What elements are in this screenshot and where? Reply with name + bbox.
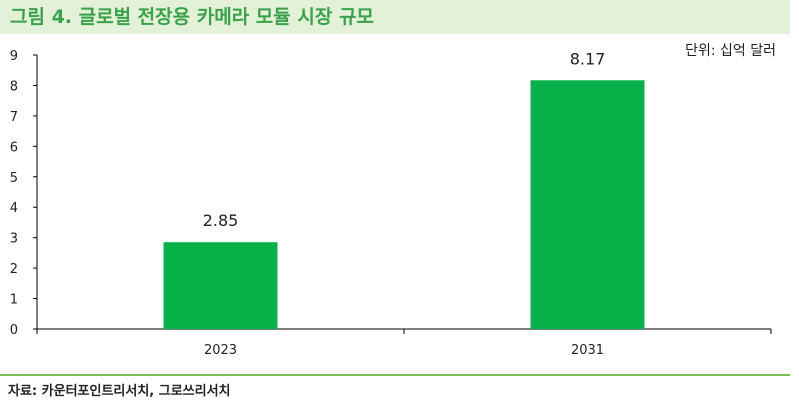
y-tick-label: 3 [10, 232, 18, 247]
title-banner: 그림 4. 글로벌 전장용 카메라 모듈 시장 규모 [0, 0, 790, 34]
y-tick-label: 8 [10, 79, 18, 94]
y-tick-label: 7 [10, 110, 18, 125]
x-tick-label: 2023 [204, 343, 237, 358]
y-tick-label: 9 [10, 49, 18, 64]
data-label: 8.17 [570, 49, 606, 68]
source-note: 자료: 카운터포인트리서치, 그로쓰리서치 [8, 384, 231, 399]
x-tick-label: 2031 [571, 343, 604, 358]
y-tick-label: 0 [10, 323, 18, 338]
unit-label: 단위: 십억 달러 [685, 43, 776, 59]
bar-chart: 0 1 2 3 4 5 6 7 8 9 2.85 2023 8.17 2031 [10, 49, 772, 358]
bar-2031 [530, 80, 645, 329]
data-label: 2.85 [203, 211, 239, 230]
y-tick-label: 6 [10, 140, 18, 155]
y-tick-label: 1 [10, 293, 18, 308]
footer-divider [0, 374, 790, 376]
chart-title: 그림 4. 글로벌 전장용 카메라 모듈 시장 규모 [10, 6, 374, 28]
y-tick-label: 2 [10, 262, 18, 277]
y-tick-label: 5 [10, 171, 18, 186]
bar-2023 [163, 242, 278, 329]
y-tick-label: 4 [10, 201, 18, 216]
